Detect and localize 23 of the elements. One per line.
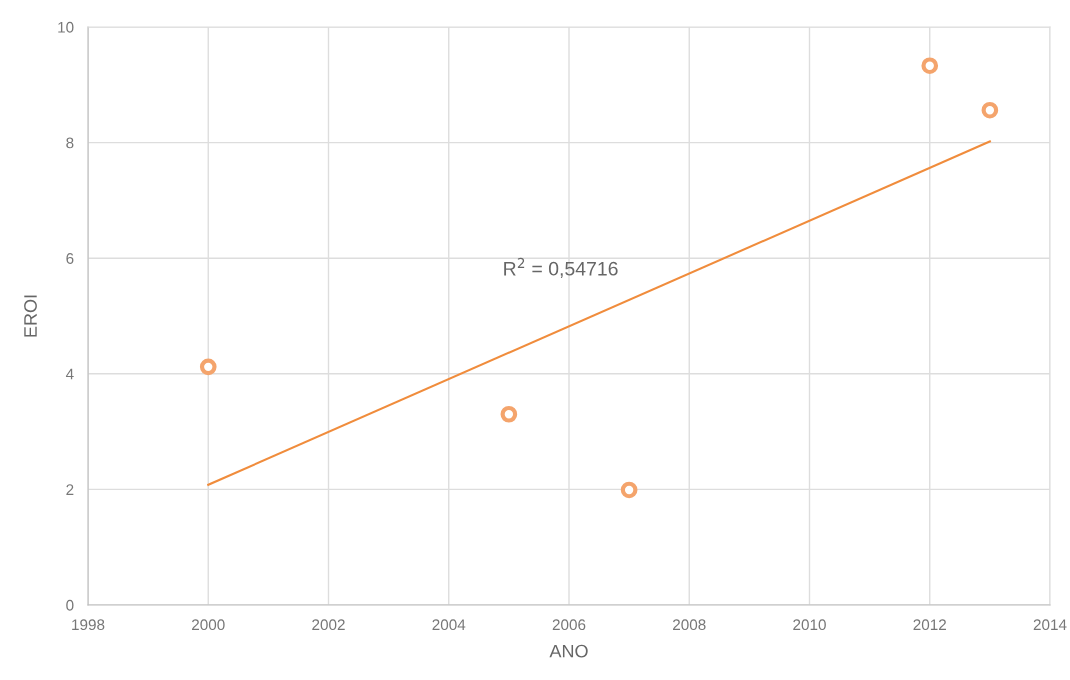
y-tick-label: 2 [66, 484, 74, 495]
point [620, 481, 638, 499]
x-axis-title: ANO [549, 644, 588, 658]
point [500, 405, 518, 423]
x-tick-label: 2004 [432, 619, 466, 631]
y-tick-label: 8 [66, 137, 74, 149]
y-tick-label: 10 [58, 21, 74, 33]
x-tick-label: 2014 [1033, 619, 1067, 631]
x-tick-label: 2000 [192, 619, 225, 631]
point [921, 57, 939, 75]
x-tick-label: 1998 [72, 619, 105, 631]
point [199, 358, 217, 376]
point [981, 101, 999, 119]
x-tick-label: 2006 [552, 619, 586, 631]
annotation: R$^{2}$ = 0,54716 [504, 257, 618, 278]
x-tick-label: 2012 [913, 619, 946, 631]
y-axis-title: EROI [24, 295, 37, 337]
y-tick-label: 0 [66, 599, 74, 611]
x-tick-label: 2008 [673, 619, 706, 631]
x-tick-label: 2002 [312, 619, 345, 631]
y-tick-label: 6 [66, 253, 74, 264]
x-tick-label: 2010 [793, 619, 826, 631]
y-tick-label: 4 [65, 368, 74, 380]
